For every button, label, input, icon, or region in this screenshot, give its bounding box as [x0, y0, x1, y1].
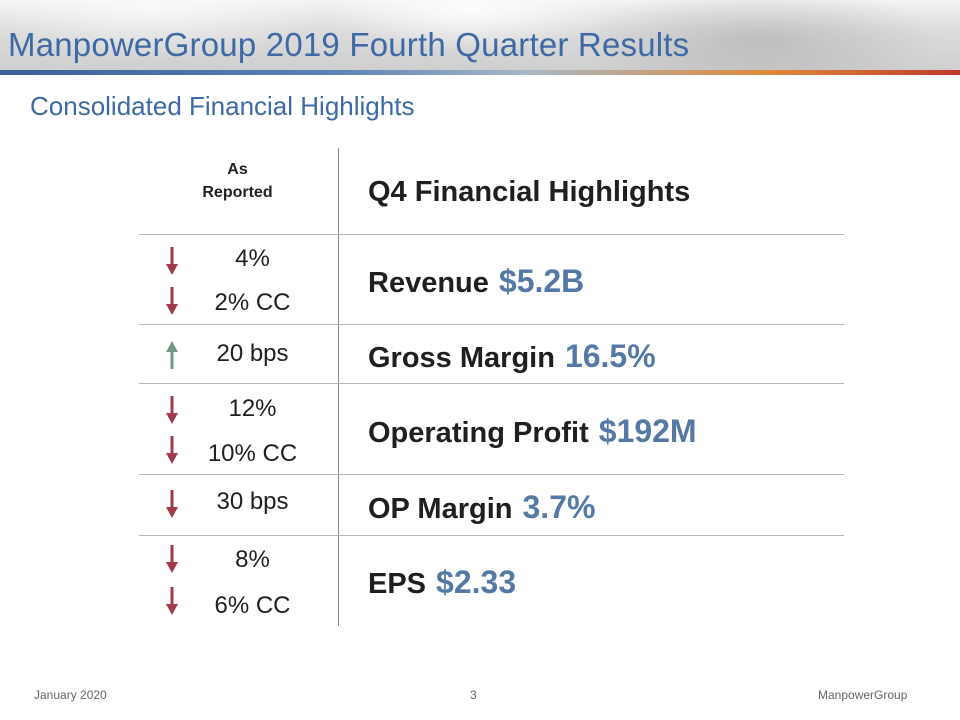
arrow-up-icon [166, 341, 178, 369]
header-band [0, 0, 960, 70]
table-row-gross-margin: Gross Margin 16.5% [368, 338, 656, 375]
table-row-revenue: Revenue $5.2B [368, 263, 584, 300]
metric-label: EPS [368, 568, 427, 600]
footer-date: January 2020 [34, 688, 107, 702]
as-reported-header: As Reported [180, 158, 295, 204]
change-value: 10% CC [207, 440, 298, 467]
footer-company: ManpowerGroup [818, 688, 908, 702]
table-column-divider [338, 148, 339, 626]
row-divider [139, 234, 844, 235]
arrow-down-icon [166, 247, 178, 275]
as-reported-header-line2: Reported [202, 184, 273, 201]
change-value: 2% CC [214, 289, 291, 316]
metric-value: $2.33 [436, 564, 517, 600]
change-value: 8% [235, 546, 270, 573]
metric-label: Revenue [368, 267, 489, 299]
table-row-eps: EPS $2.33 [368, 564, 516, 601]
row-divider [139, 535, 844, 536]
row-divider [139, 474, 844, 475]
metric-value: 3.7% [522, 489, 596, 525]
arrow-down-icon [166, 545, 178, 573]
metric-value: $192M [598, 413, 697, 449]
arrow-down-icon [166, 490, 178, 518]
arrow-down-icon [166, 287, 178, 315]
highlights-header: Q4 Financial Highlights [368, 176, 691, 208]
metric-value: 16.5% [564, 338, 656, 374]
change-value: 6% CC [214, 592, 291, 619]
table-row-op-margin: OP Margin 3.7% [368, 489, 595, 526]
change-value: 4% [235, 245, 270, 272]
footer-page-number: 3 [470, 688, 477, 702]
row-divider [139, 383, 844, 384]
metric-label: OP Margin [368, 493, 513, 525]
table-row-operating-profit: Operating Profit $192M [368, 413, 697, 450]
slide-title: ManpowerGroup 2019 Fourth Quarter Result… [8, 26, 690, 63]
arrow-down-icon [166, 587, 178, 615]
as-reported-header-line1: As [227, 161, 248, 178]
slide-subtitle: Consolidated Financial Highlights [30, 91, 415, 121]
metric-label: Operating Profit [368, 417, 589, 449]
arrow-down-icon [166, 436, 178, 464]
arrow-down-icon [166, 396, 178, 424]
header-accent-line [0, 70, 960, 75]
change-value: 12% [228, 395, 277, 422]
metric-label: Gross Margin [368, 342, 555, 374]
change-value: 20 bps [216, 340, 289, 367]
metric-value: $5.2B [498, 263, 585, 299]
change-value: 30 bps [216, 488, 289, 515]
row-divider [139, 324, 844, 325]
